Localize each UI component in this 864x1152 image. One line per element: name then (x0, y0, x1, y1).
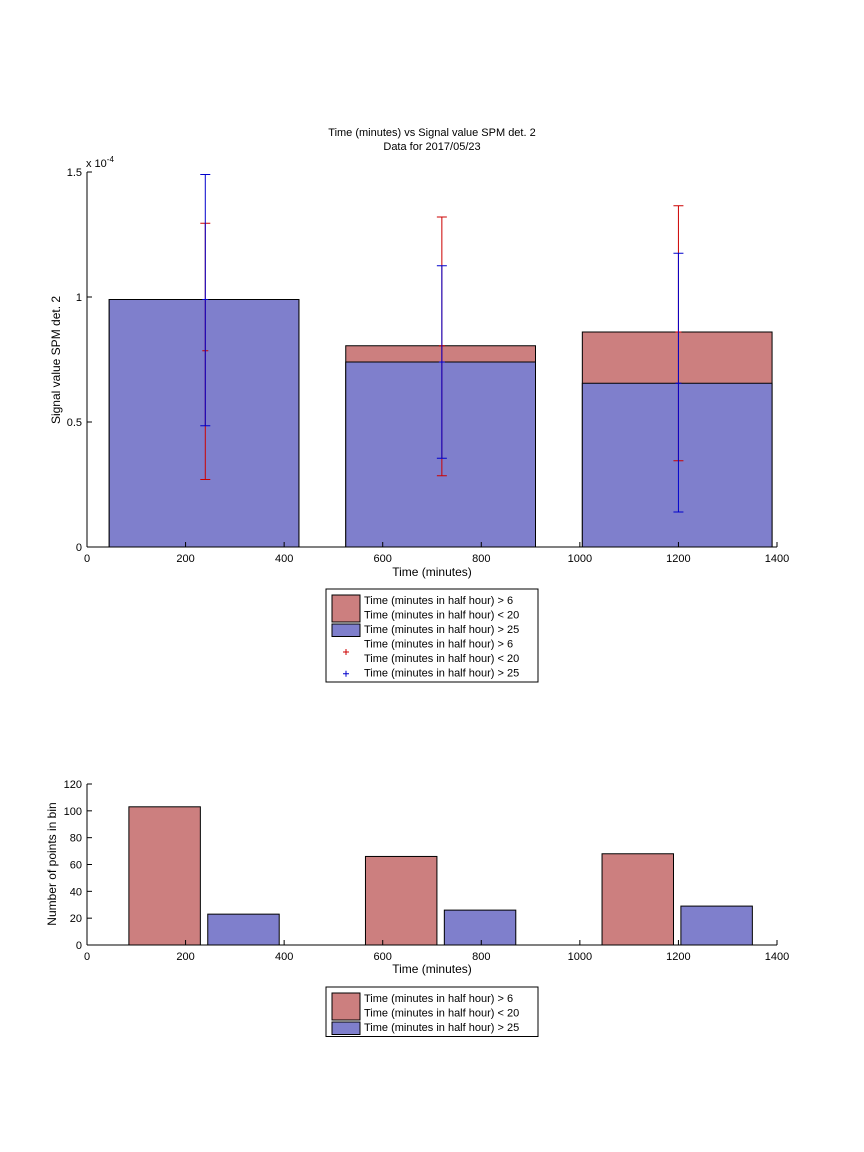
legend-label: Time (minutes in half hour) < 20 (364, 1008, 519, 1020)
x-tick-label: 1200 (666, 553, 690, 565)
x-tick-label: 400 (275, 951, 293, 963)
legend-label: Time (minutes in half hour) > 25 (364, 624, 519, 636)
top-plot-area: 0 200 400 600 800 1000 1200 1400 0 0.5 1 1.5 (67, 167, 790, 565)
y-tick-label: 0.5 (67, 417, 82, 429)
legend-label: Time (minutes in half hour) > 6 (364, 595, 513, 607)
signal-chart: Time (minutes) vs Signal value SPM det. … (49, 127, 790, 683)
y-exponent-label: x 10-4 (86, 155, 114, 170)
bar-blue (207, 913, 280, 946)
bar-blue (345, 361, 536, 548)
chart-subtitle: Data for 2017/05/23 (383, 141, 480, 153)
legend-label: Time (minutes in half hour) > 25 (364, 1022, 519, 1034)
bar-red (364, 855, 438, 946)
y-tick-label: 0 (76, 940, 82, 952)
bar-red (128, 806, 201, 946)
y-tick-label: 100 (64, 806, 82, 818)
y-axis-label: Signal value SPM det. 2 (49, 296, 63, 424)
y-axis-label: Number of points in bin (45, 802, 59, 925)
x-tick-label: 1000 (568, 951, 592, 963)
bar-blue (581, 382, 773, 548)
legend-swatch (331, 623, 361, 637)
bottom-legend: Time (minutes in half hour) > 6 Time (min… (325, 986, 539, 1037)
legend-swatch (331, 1021, 361, 1035)
x-tick-label: 1400 (765, 951, 789, 963)
y-tick-label: 20 (70, 913, 82, 925)
y-tick-label: 80 (70, 833, 82, 845)
y-tick-label: 0 (76, 542, 82, 554)
bar-blue (680, 905, 753, 946)
x-tick-label: 600 (374, 951, 392, 963)
legend-label: Time (minutes in half hour) < 20 (364, 610, 519, 622)
y-tick-label: 120 (64, 779, 82, 791)
x-tick-label: 1200 (666, 951, 690, 963)
legend-label: Time (minutes in half hour) < 20 (364, 653, 519, 665)
chart-title: Time (minutes) vs Signal value SPM det. … (328, 127, 535, 139)
x-tick-label: 400 (275, 553, 293, 565)
bar-blue (443, 909, 517, 946)
legend-label: Time (minutes in half hour) > 6 (364, 993, 513, 1005)
y-exponent-base: x 10 (86, 158, 107, 170)
top-legend: Time (minutes in half hour) > 6 Time (min… (325, 588, 539, 683)
y-tick-label: 1.5 (67, 167, 82, 179)
legend-box (325, 588, 539, 683)
legend-swatch (331, 992, 361, 1021)
bar-blue (108, 299, 300, 548)
x-axis-label: Time (minutes) (392, 962, 472, 976)
x-tick-label: 0 (84, 951, 90, 963)
x-tick-label: 200 (176, 553, 194, 565)
bottom-plot-area: 0 200 400 600 800 1000 1200 1400 0 20 40 60 80 100 120 (64, 779, 790, 963)
x-tick-label: 800 (472, 553, 490, 565)
legend-label: Time (minutes in half hour) > 25 (364, 668, 519, 680)
y-tick-label: 60 (70, 860, 82, 872)
x-tick-label: 800 (472, 951, 490, 963)
x-tick-label: 600 (374, 553, 392, 565)
legend-box (325, 986, 539, 1037)
legend-label: Time (minutes in half hour) > 6 (364, 639, 513, 651)
y-tick-label: 40 (70, 886, 82, 898)
x-tick-label: 0 (84, 553, 90, 565)
x-tick-label: 1000 (568, 553, 592, 565)
x-tick-label: 1400 (765, 553, 789, 565)
legend-swatch (331, 594, 361, 623)
x-axis-label: Time (minutes) (392, 565, 472, 579)
count-chart: 0 200 400 600 800 1000 1200 1400 0 20 40 60 80 100 120… (45, 779, 789, 1037)
bar-red (601, 853, 674, 946)
y-exponent-power: -4 (107, 155, 115, 164)
x-tick-label: 200 (176, 951, 194, 963)
y-tick-label: 1 (76, 292, 82, 304)
